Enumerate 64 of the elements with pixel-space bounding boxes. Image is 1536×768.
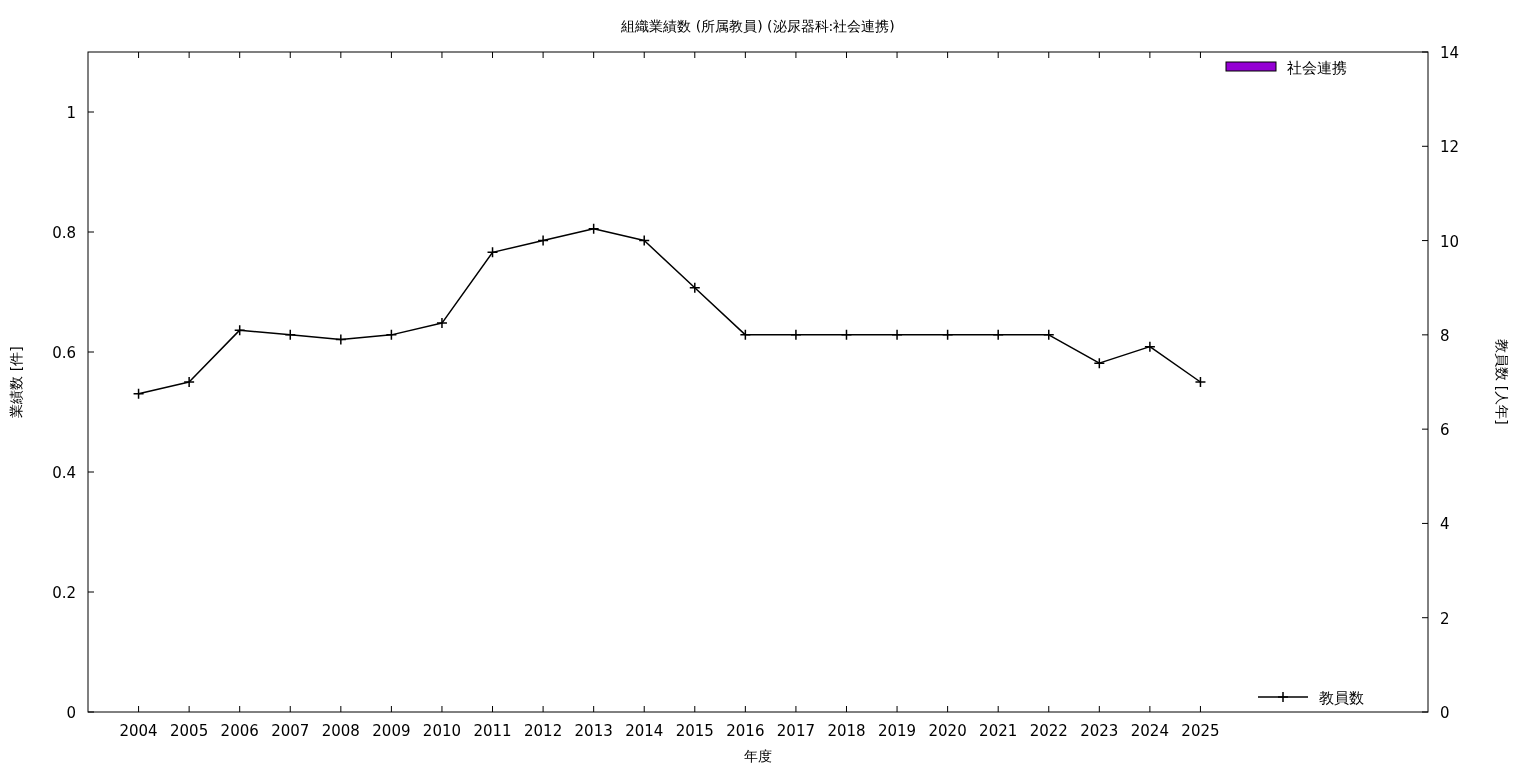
y-tick-label: 1 (66, 104, 76, 122)
x-tick-label: 2023 (1080, 722, 1119, 740)
x-tick-label: 2025 (1181, 722, 1220, 740)
point (486, 246, 499, 259)
point (436, 317, 448, 329)
y2-tick-label: 8 (1440, 326, 1450, 345)
x-tick-label: 2022 (1029, 722, 1068, 740)
x-tick-label: 2007 (271, 722, 310, 740)
y-tick-label: 0.6 (52, 344, 76, 362)
x-tick-label: 2017 (776, 722, 816, 740)
x-tick-label: 2019 (877, 722, 917, 740)
x-tick-label: 2011 (473, 722, 512, 740)
x-tick-label: 2021 (979, 722, 1018, 740)
y-tick-label: 0.2 (52, 584, 76, 602)
y2-tick-label: 2 (1440, 609, 1450, 628)
y-tick-label: 0.8 (52, 224, 76, 242)
x-tick-label: 2018 (827, 722, 866, 740)
y2-tick-label: 4 (1440, 515, 1450, 534)
y2-axis-title: 教員数 [人年] (1494, 339, 1510, 425)
point (992, 329, 1004, 341)
point (385, 329, 398, 341)
point (739, 329, 752, 341)
x-tick-label: 2012 (524, 722, 563, 740)
point (183, 376, 195, 388)
x-tick-label: 2024 (1130, 722, 1169, 740)
legend-label: 社会連携 (1287, 59, 1347, 77)
point (941, 329, 954, 341)
x-tick-label: 2006 (220, 722, 259, 740)
legend-label: 教員数 (1319, 689, 1364, 707)
y2-tick-label: 6 (1440, 421, 1450, 440)
point (132, 388, 145, 400)
point (284, 329, 297, 341)
x-tick-label: 2013 (574, 722, 613, 740)
y-tick-label: 0 (66, 704, 76, 722)
point (587, 223, 600, 235)
point (790, 329, 802, 341)
point (1093, 357, 1106, 369)
y2-tick-label: 10 (1440, 232, 1460, 251)
chart-title: 組織業績数 (所属教員) (泌尿器科:社会連携) (620, 18, 895, 34)
point (638, 234, 650, 247)
point (233, 324, 246, 336)
x-tick-label: 2009 (372, 722, 411, 740)
x-tick-label: 2004 (119, 722, 158, 740)
y-axis-title: 業績数 [件] (8, 346, 24, 418)
x-tick-label: 2015 (675, 722, 714, 740)
x-tick-label: 2014 (625, 722, 664, 740)
x-tick-label: 2016 (726, 722, 765, 740)
point (335, 333, 347, 346)
x-axis-title: 年度 (744, 748, 772, 764)
point (1144, 340, 1156, 353)
point (1194, 376, 1207, 388)
point (891, 329, 903, 341)
x-tick-label: 2010 (422, 722, 462, 740)
y-tick-label: 0.4 (52, 464, 76, 482)
x-tick-label: 2005 (170, 722, 209, 740)
y2-tick-label: 12 (1440, 138, 1460, 157)
point (689, 281, 701, 294)
y2-tick-label: 14 (1440, 44, 1460, 62)
x-tick-label: 2008 (321, 722, 360, 740)
point (537, 234, 549, 247)
y2-tick-label: 0 (1440, 704, 1450, 722)
x-tick-label: 2020 (928, 722, 967, 740)
point (840, 329, 853, 341)
point (1043, 329, 1055, 341)
